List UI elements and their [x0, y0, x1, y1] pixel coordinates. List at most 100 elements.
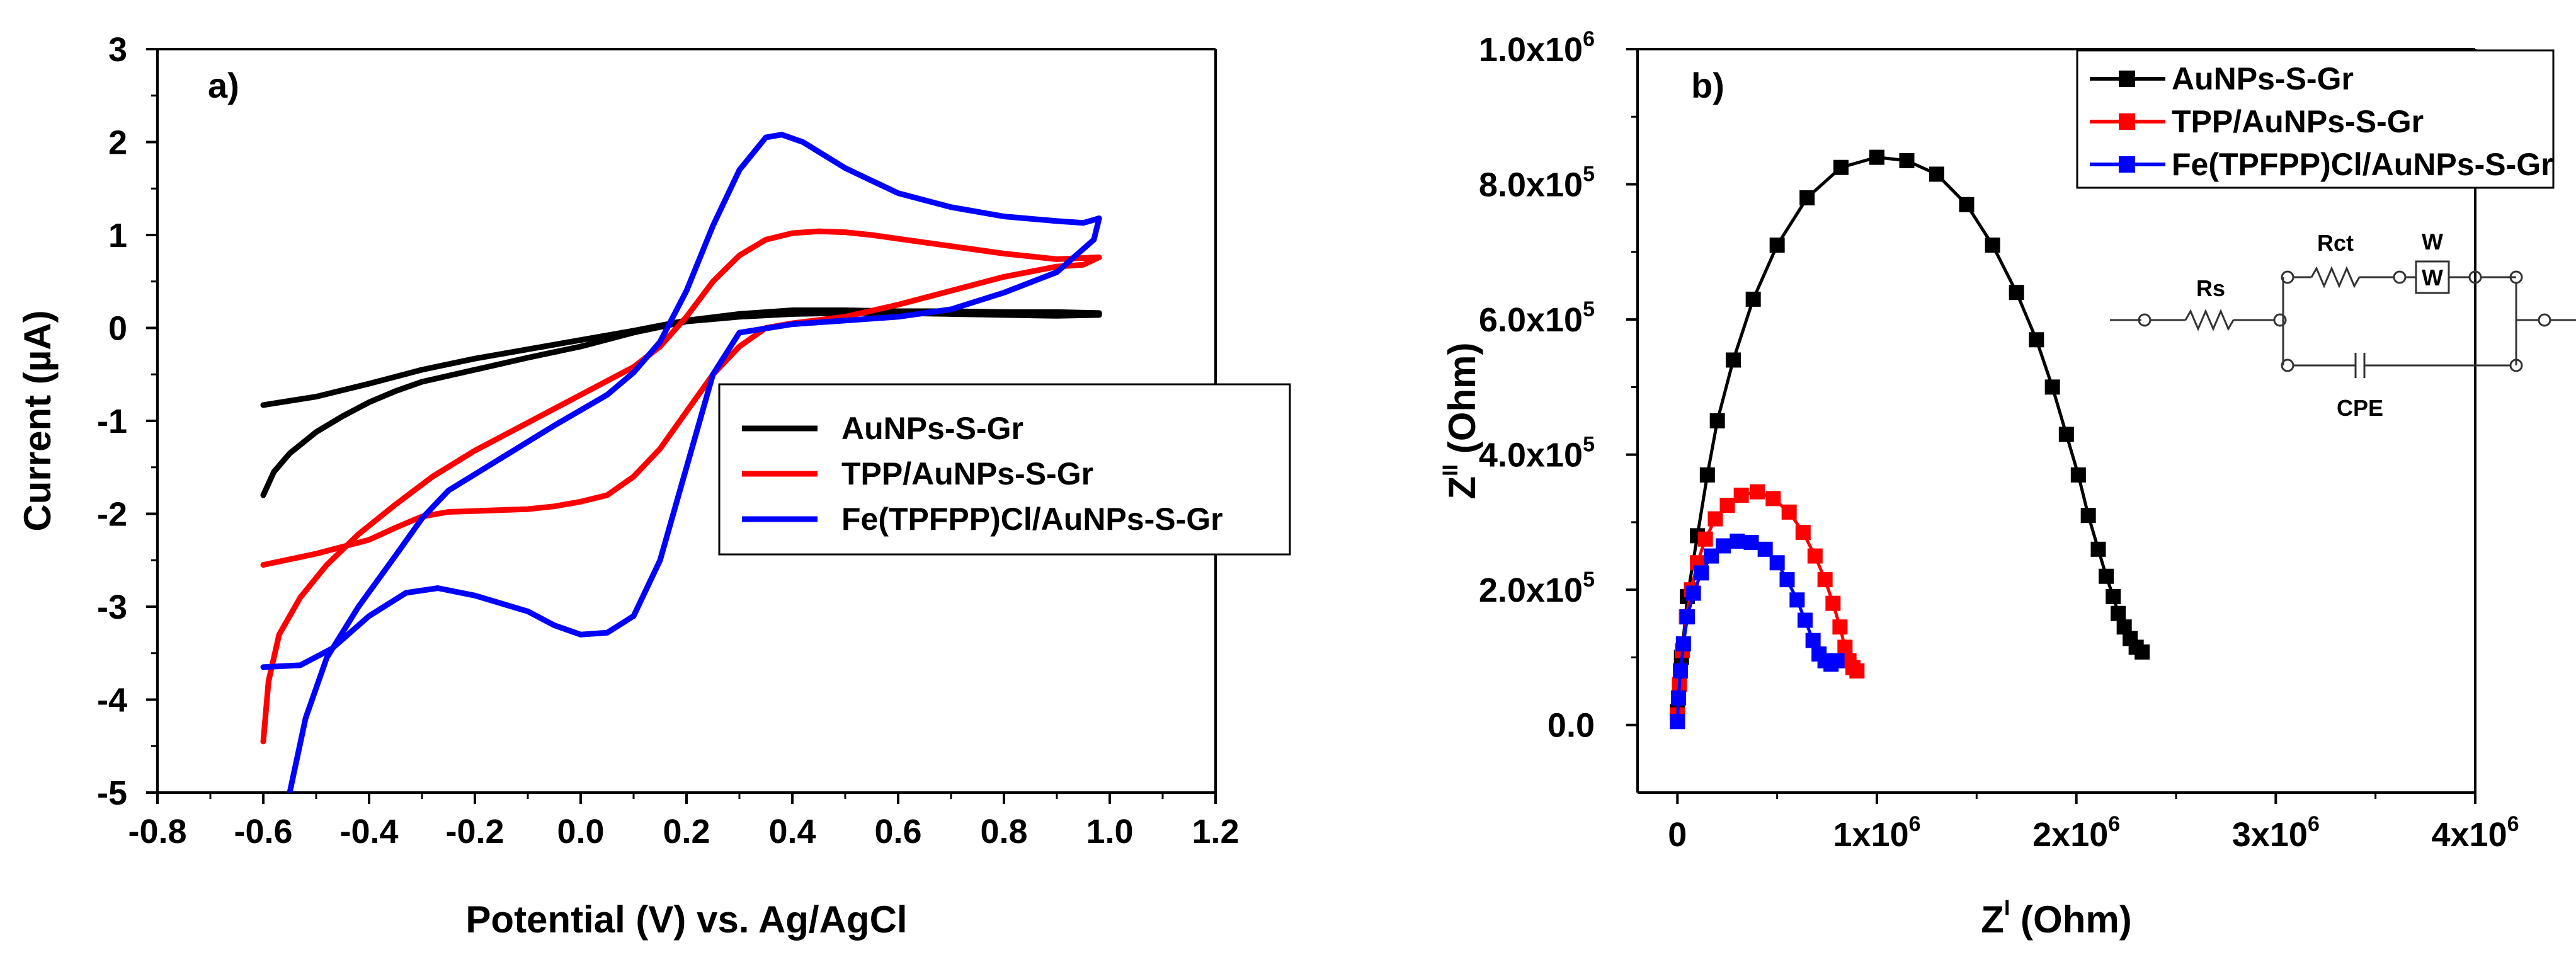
series-line: [1675, 490, 1858, 715]
data-point-marker: [2106, 588, 2121, 604]
y-tick-label: 1.0x106: [1479, 27, 1595, 69]
x-tick-label: -0.8: [128, 813, 186, 851]
data-point-marker: [1929, 166, 1944, 182]
data-point-marker: [1733, 488, 1749, 503]
series-line: [260, 307, 1102, 498]
data-point-marker: [1726, 352, 1741, 368]
legend-marker: [2119, 156, 2135, 173]
data-point-marker: [1699, 467, 1715, 483]
data-point-marker: [1985, 238, 2000, 253]
y-tick-label: 6.0x105: [1479, 297, 1595, 339]
data-point-marker: [2009, 285, 2024, 301]
data-point-marker: [1769, 555, 1785, 571]
data-point-marker: [1697, 531, 1713, 547]
y-tick-label: 3: [108, 31, 127, 69]
data-point-marker: [2090, 541, 2106, 557]
panel-a-label: a): [208, 66, 239, 105]
circuit-label-w-above: W: [2422, 229, 2443, 255]
data-point-marker: [1694, 565, 1709, 581]
data-point-marker: [1832, 619, 1848, 635]
y-tick-label: -1: [97, 403, 127, 440]
chart-panel-a: -0.8 -0.6 -0.4 -0.2 0.0 0.2 0.4 0.6 0.8 1.0 1.2 -5 -…: [16, 31, 1291, 941]
legend-label: Fe(TPFPP)Cl/AuNPs-S-Gr: [841, 501, 1223, 537]
panel-a-axes: [146, 48, 1217, 804]
x-tick-label: 0.0: [557, 813, 604, 851]
data-point-marker: [1795, 525, 1811, 540]
data-point-marker: [1789, 592, 1805, 608]
y-tick-label: 4.0x105: [1479, 433, 1595, 474]
y-tick-label: 2.0x105: [1479, 568, 1595, 609]
circuit-node: [2273, 313, 2287, 327]
data-point-marker: [1709, 413, 1725, 428]
data-point-marker: [1817, 572, 1833, 588]
x-tick-label: 0.8: [980, 813, 1027, 851]
data-point-marker: [2080, 508, 2096, 524]
panel-a-legend: AuNPs-S-Gr TPP/AuNPs-S-Gr Fe(TPFPP)Cl/AuNP…: [718, 383, 1291, 556]
circuit-node: [2538, 313, 2551, 327]
data-point-marker: [2111, 605, 2126, 621]
x-tick-label: 2x106: [2032, 812, 2120, 854]
equivalent-circuit-diagram: [2110, 260, 2576, 378]
legend-label: Fe(TPFPP)Cl/AuNPs-S-Gr: [2172, 147, 2553, 182]
panel-b-tick-labels: 0 1x106 2x106 3x106 4x106 0.0 2.0x105 4.0x105 6.…: [1479, 27, 2519, 854]
data-point-marker: [1670, 714, 1685, 730]
x-tick-label: 0: [1668, 816, 1687, 854]
legend-label: TPP/AuNPs-S-Gr: [2172, 104, 2424, 139]
data-point-marker: [1765, 491, 1781, 507]
data-point-marker: [1899, 153, 1915, 168]
y-tick-label: 8.0x105: [1479, 163, 1595, 204]
data-point-marker: [2070, 467, 2086, 483]
y-tick-label: 1: [108, 217, 127, 255]
data-point-marker: [1807, 548, 1823, 564]
circuit-label-cpe: CPE: [2337, 395, 2383, 421]
data-point-marker: [2058, 427, 2074, 442]
data-point-marker: [2099, 568, 2114, 584]
panel-b-y-axis-label: ZII (Ohm): [1439, 343, 1483, 500]
data-point-marker: [1799, 190, 1815, 205]
data-point-marker: [1716, 538, 1731, 554]
data-point-marker: [2134, 644, 2150, 660]
x-tick-label: -0.4: [339, 813, 398, 851]
data-point-marker: [1825, 595, 1841, 611]
data-point-marker: [1849, 663, 1865, 679]
x-tick-label: 0.2: [663, 813, 710, 851]
x-tick-label: 4x106: [2431, 812, 2519, 854]
data-point-marker: [1805, 633, 1821, 648]
data-point-marker: [1869, 149, 1884, 165]
data-point-marker: [2044, 379, 2060, 395]
data-point-marker: [1745, 291, 1761, 307]
data-point-marker: [1779, 572, 1795, 588]
data-point-marker: [1685, 585, 1701, 601]
panel-b-legend: AuNPs-S-Gr TPP/AuNPs-S-Gr Fe(TPFPP)Cl/AuNP…: [2076, 49, 2555, 189]
data-point-marker: [1781, 504, 1797, 520]
data-point-marker: [1673, 663, 1689, 679]
y-tick-label: 0: [108, 310, 127, 348]
x-tick-label: 1.2: [1192, 813, 1239, 851]
y-tick-label: -2: [97, 496, 127, 534]
circuit-label-w-box: W: [2422, 265, 2443, 290]
legend-label: TPP/AuNPs-S-Gr: [841, 456, 1093, 491]
legend-marker: [2119, 113, 2135, 130]
circuit-node: [2393, 270, 2407, 284]
legend-label: AuNPs-S-Gr: [2172, 61, 2354, 96]
data-point-marker: [1675, 636, 1691, 651]
data-point-marker: [1707, 511, 1723, 527]
panel-b-label: b): [1691, 66, 1724, 105]
data-point-marker: [1750, 484, 1765, 500]
data-point-marker: [1769, 238, 1785, 253]
data-point-marker: [1833, 159, 1849, 175]
panel-b-series: [1670, 149, 2150, 730]
legend-label: AuNPs-S-Gr: [841, 411, 1023, 446]
data-point-marker: [1730, 533, 1745, 549]
panel-a-y-axis-label: Current (µA): [16, 310, 59, 531]
x-tick-label: 1x106: [1833, 812, 1920, 854]
data-point-marker: [1680, 609, 1695, 625]
data-point-marker: [1757, 541, 1773, 557]
x-tick-label: 0.4: [768, 813, 816, 851]
x-tick-label: -0.6: [234, 813, 292, 851]
series-line: [260, 132, 1102, 793]
panel-a-x-axis-label: Potential (V) vs. Ag/AgCl: [465, 898, 907, 941]
circuit-node: [2509, 358, 2523, 372]
panel-a-tick-labels: -0.8 -0.6 -0.4 -0.2 0.0 0.2 0.4 0.6 0.8 1.0 1.2 -5 -…: [97, 31, 1240, 851]
